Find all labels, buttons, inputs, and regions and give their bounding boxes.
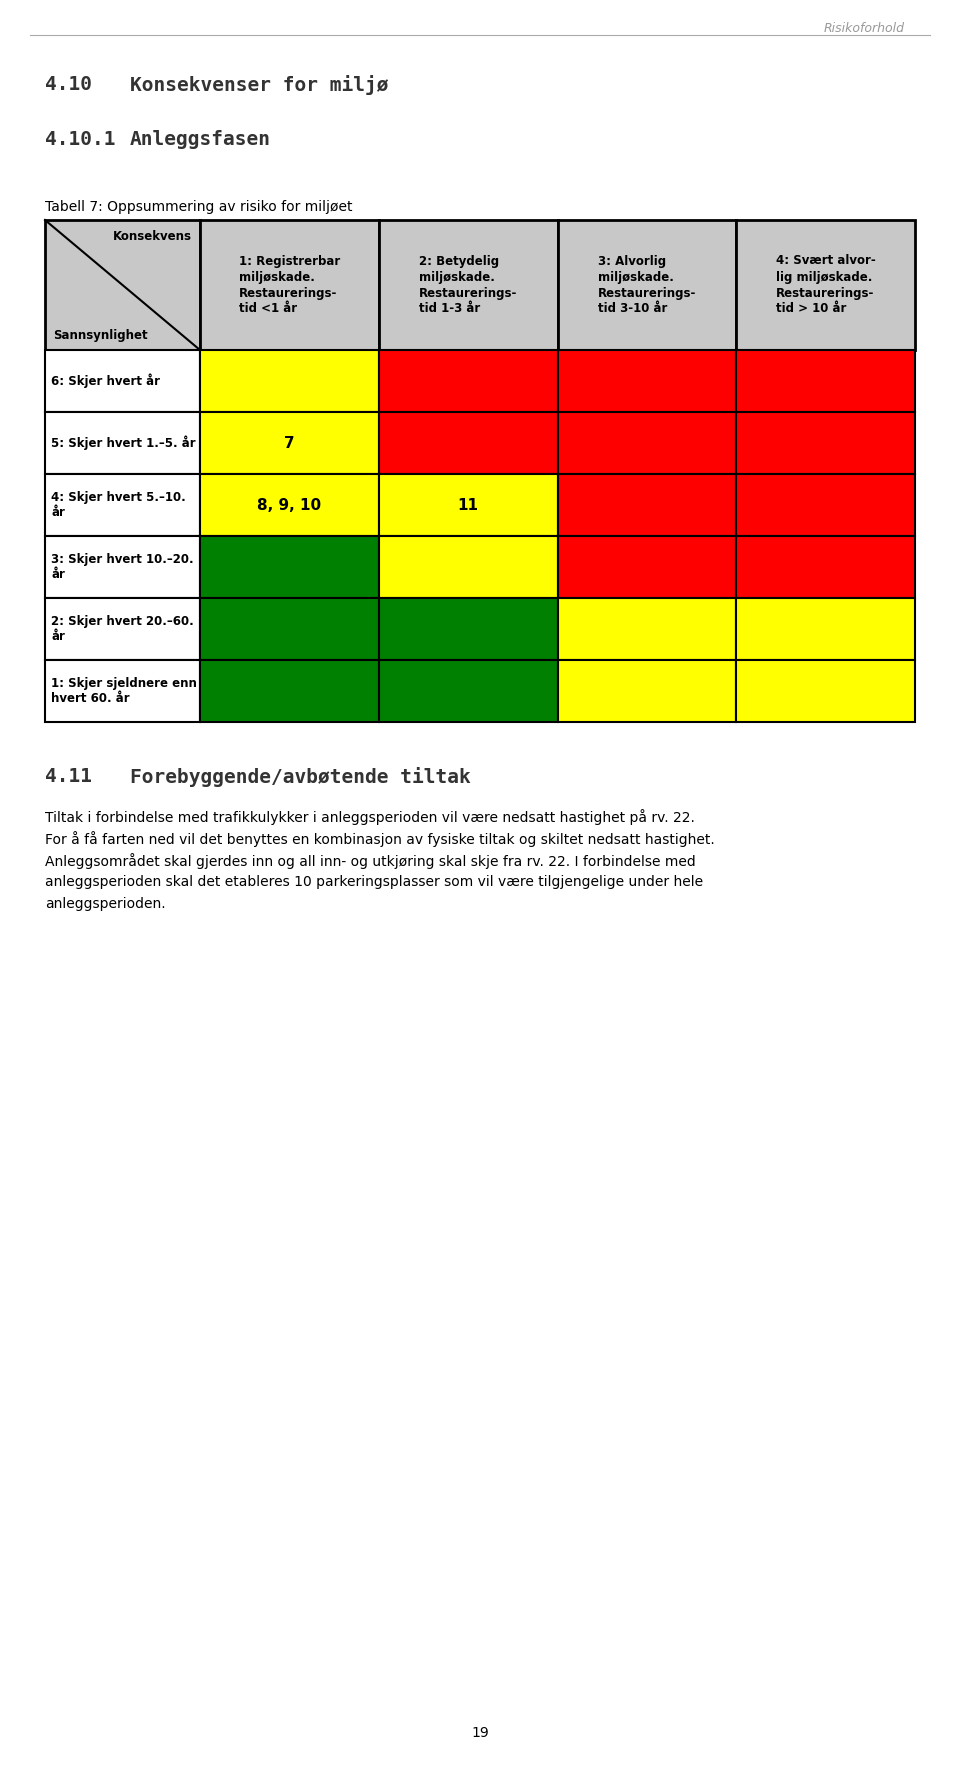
- Bar: [736, 660, 915, 722]
- Bar: [558, 660, 736, 722]
- Bar: [379, 350, 558, 411]
- Text: 7: 7: [284, 436, 295, 450]
- Bar: [736, 599, 915, 660]
- Text: Konsekvenser for miljø: Konsekvenser for miljø: [130, 74, 389, 95]
- Bar: [558, 221, 736, 350]
- Bar: [379, 537, 558, 599]
- Text: Anleggsområdet skal gjerdes inn og all inn- og utkjøring skal skje fra rv. 22. I: Anleggsområdet skal gjerdes inn og all i…: [45, 853, 696, 869]
- Text: 4.10: 4.10: [45, 74, 92, 94]
- Text: Anleggsfasen: Anleggsfasen: [130, 131, 271, 148]
- Text: 11: 11: [458, 498, 479, 512]
- Bar: [45, 350, 200, 411]
- Bar: [736, 221, 915, 350]
- Text: Konsekvens: Konsekvens: [113, 230, 192, 244]
- Bar: [736, 473, 915, 537]
- Bar: [45, 599, 200, 660]
- Bar: [200, 599, 379, 660]
- Bar: [200, 221, 379, 350]
- Text: 5: Skjer hvert 1.–5. år: 5: Skjer hvert 1.–5. år: [51, 436, 196, 450]
- Text: For å få farten ned vil det benyttes en kombinasjon av fysiske tiltak og skiltet: For å få farten ned vil det benyttes en …: [45, 832, 715, 848]
- Text: 4.11: 4.11: [45, 766, 92, 786]
- Bar: [736, 537, 915, 599]
- Bar: [379, 599, 558, 660]
- Text: 2: Skjer hvert 20.–60.
år: 2: Skjer hvert 20.–60. år: [51, 615, 194, 643]
- Text: 4: Skjer hvert 5.–10.
år: 4: Skjer hvert 5.–10. år: [51, 491, 185, 519]
- Bar: [379, 411, 558, 473]
- Bar: [379, 660, 558, 722]
- Text: anleggsperioden.: anleggsperioden.: [45, 897, 166, 911]
- Text: Tiltak i forbindelse med trafikkulykker i anleggsperioden vil være nedsatt hasti: Tiltak i forbindelse med trafikkulykker …: [45, 809, 695, 825]
- Bar: [45, 473, 200, 537]
- Bar: [736, 350, 915, 411]
- Bar: [558, 537, 736, 599]
- Text: 1: Skjer sjeldnere enn
hvert 60. år: 1: Skjer sjeldnere enn hvert 60. år: [51, 676, 197, 705]
- Bar: [736, 411, 915, 473]
- Text: 3: Alvorlig
miljøskade.
Restaurerings-
tid 3-10 år: 3: Alvorlig miljøskade. Restaurerings- t…: [598, 254, 696, 316]
- Text: Forebyggende/avbøtende tiltak: Forebyggende/avbøtende tiltak: [130, 766, 470, 788]
- Text: 8, 9, 10: 8, 9, 10: [257, 498, 322, 512]
- Text: 3: Skjer hvert 10.–20.
år: 3: Skjer hvert 10.–20. år: [51, 553, 194, 581]
- Text: 19: 19: [471, 1725, 489, 1740]
- Bar: [558, 350, 736, 411]
- Bar: [200, 660, 379, 722]
- Bar: [200, 473, 379, 537]
- Bar: [45, 411, 200, 473]
- Bar: [200, 537, 379, 599]
- Bar: [379, 473, 558, 537]
- Text: Risikoforhold: Risikoforhold: [824, 21, 905, 35]
- Text: anleggsperioden skal det etableres 10 parkeringsplasser som vil være tilgjengeli: anleggsperioden skal det etableres 10 pa…: [45, 874, 703, 888]
- Text: 6: Skjer hvert år: 6: Skjer hvert år: [51, 374, 160, 389]
- Bar: [200, 350, 379, 411]
- Bar: [200, 411, 379, 473]
- Bar: [558, 473, 736, 537]
- Bar: [558, 599, 736, 660]
- Text: Sannsynlighet: Sannsynlighet: [53, 328, 148, 343]
- Bar: [379, 221, 558, 350]
- Bar: [45, 221, 200, 350]
- Text: Tabell 7: Oppsummering av risiko for miljøet: Tabell 7: Oppsummering av risiko for mil…: [45, 200, 352, 214]
- Text: 2: Betydelig
miljøskade.
Restaurerings-
tid 1-3 år: 2: Betydelig miljøskade. Restaurerings- …: [419, 254, 517, 316]
- Text: 1: Registrerbar
miljøskade.
Restaurerings-
tid <1 år: 1: Registrerbar miljøskade. Restaurering…: [239, 254, 340, 316]
- Bar: [558, 411, 736, 473]
- Text: 4: Svært alvor-
lig miljøskade.
Restaurerings-
tid > 10 år: 4: Svært alvor- lig miljøskade. Restaure…: [776, 254, 876, 316]
- Bar: [45, 660, 200, 722]
- Bar: [45, 537, 200, 599]
- Text: 4.10.1: 4.10.1: [45, 131, 115, 148]
